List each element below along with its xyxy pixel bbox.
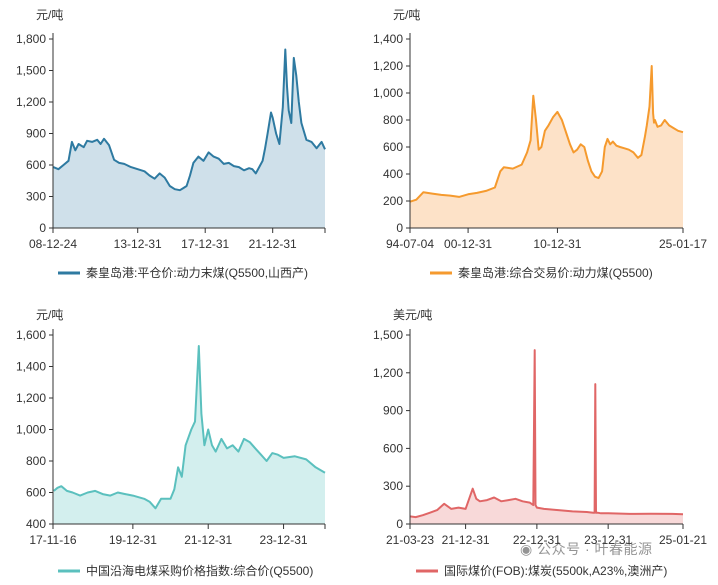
chart-qhd-pingcang: 元/吨 0 300 600 900 1,200 1,500 1,800 08-12-24 13… (16, 8, 326, 280)
y-tick-label: 800 (383, 113, 403, 127)
watermark-text: 公众号 · 叶春能源 (537, 541, 653, 557)
x-tick-label: 21-12-31 (184, 533, 232, 547)
x-tick-label: 94-07-04 (386, 237, 434, 251)
y-tick-label: 800 (26, 454, 46, 468)
legend[interactable]: 国际煤价(FOB):煤炭(5500k,A23%,澳洲产) (416, 564, 667, 578)
x-tick-label: 22-12-31 (513, 533, 561, 547)
y-tick-label: 300 (26, 190, 46, 204)
legend-label: 秦皇岛港:综合交易价:动力煤(Q5500) (458, 265, 653, 280)
y-unit-label: 元/吨 (36, 308, 63, 322)
x-tick-label: 10-12-31 (533, 237, 581, 251)
y-tick-label: 0 (396, 221, 403, 235)
y-tick-label: 1,200 (16, 95, 46, 109)
watermark: ◉ 公众号 · 叶春能源 (520, 539, 653, 559)
legend-label: 秦皇岛港:平仓价:动力末煤(Q5500,山西产) (86, 265, 308, 280)
series-area (53, 49, 326, 228)
y-tick-label: 1,000 (373, 86, 403, 100)
x-tick-label: 08-12-24 (29, 237, 77, 251)
chart-qhd-zonghe: 元/吨 0 200 400 600 800 1,000 1,200 1,400 94-07-0… (373, 8, 707, 280)
y-tick-label: 1,200 (16, 391, 46, 405)
series-line (52, 48, 326, 192)
chart-coastal-index: 元/吨 400 600 800 1,000 1,200 1,400 1,600 17-11-… (16, 308, 326, 578)
series-area (410, 350, 683, 524)
y-tick-label: 0 (396, 517, 403, 531)
y-tick-label: 1,200 (373, 366, 403, 380)
legend[interactable]: 中国沿海电煤采购价格指数:综合价(Q5500) (58, 563, 313, 578)
y-unit-label: 元/吨 (36, 8, 63, 22)
y-tick-label: 1,400 (373, 32, 403, 46)
y-tick-label: 900 (383, 404, 403, 418)
x-tick-label: 25-01-21 (659, 533, 707, 547)
x-tick-label: 17-12-31 (181, 237, 229, 251)
legend-label: 中国沿海电煤采购价格指数:综合价(Q5500) (86, 563, 313, 578)
y-tick-label: 400 (383, 167, 403, 181)
y-tick-label: 1,500 (373, 328, 403, 342)
y-tick-label: 600 (26, 486, 46, 500)
x-tick-label: 17-11-16 (29, 533, 76, 547)
series-line (409, 65, 684, 203)
y-tick-label: 600 (383, 441, 403, 455)
series-line (409, 349, 684, 519)
x-tick-label: 21-12-31 (442, 533, 490, 547)
legend[interactable]: 秦皇岛港:综合交易价:动力煤(Q5500) (430, 265, 653, 280)
legend-label: 国际煤价(FOB):煤炭(5500k,A23%,澳洲产) (444, 564, 667, 578)
x-tick-label: 23-12-31 (584, 533, 632, 547)
series-area (410, 66, 683, 228)
y-unit-label: 美元/吨 (393, 308, 432, 322)
series-line (53, 345, 326, 510)
y-tick-label: 1,000 (16, 423, 46, 437)
y-tick-label: 400 (26, 517, 46, 531)
chart-intl-fob: 美元/吨 0 300 600 900 1,200 1,500 21-03-23 21-12-… (373, 308, 707, 578)
x-tick-label: 19-12-31 (109, 533, 157, 547)
x-tick-label: 13-12-31 (114, 237, 162, 251)
y-tick-label: 200 (383, 194, 403, 208)
y-tick-label: 1,500 (16, 64, 46, 78)
y-tick-label: 1,200 (373, 59, 403, 73)
y-tick-label: 600 (26, 158, 46, 172)
y-tick-label: 900 (26, 127, 46, 141)
x-tick-label: 25-01-17 (659, 237, 707, 251)
y-tick-label: 0 (39, 221, 46, 235)
legend[interactable]: 秦皇岛港:平仓价:动力末煤(Q5500,山西产) (58, 265, 308, 280)
x-tick-label: 21-12-31 (249, 237, 297, 251)
y-tick-label: 1,400 (16, 360, 46, 374)
y-tick-label: 1,800 (16, 32, 46, 46)
y-tick-label: 1,600 (16, 328, 46, 342)
x-tick-label: 21-03-23 (386, 533, 434, 547)
y-tick-label: 600 (383, 140, 403, 154)
x-tick-label: 00-12-31 (444, 237, 492, 251)
y-unit-label: 元/吨 (393, 8, 420, 22)
x-tick-label: 23-12-31 (260, 533, 308, 547)
y-tick-label: 300 (383, 479, 403, 493)
wechat-icon: ◉ (520, 541, 533, 557)
